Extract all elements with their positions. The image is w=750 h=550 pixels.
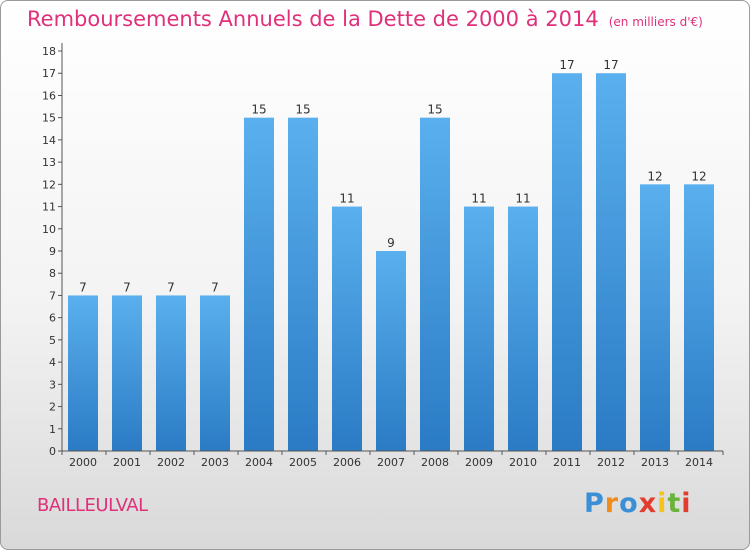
x-tick-label-2010: 2010 bbox=[509, 456, 537, 469]
logo-letter: t bbox=[667, 488, 682, 519]
bar-2010 bbox=[508, 206, 538, 451]
x-tick-label-2007: 2007 bbox=[377, 456, 405, 469]
bar-2002 bbox=[156, 295, 186, 451]
x-tick-label-2013: 2013 bbox=[641, 456, 669, 469]
bar-2005 bbox=[288, 117, 318, 452]
bar-2003 bbox=[200, 295, 230, 451]
commune-name: BAILLEULVAL bbox=[37, 495, 148, 516]
y-tick-label-16: 16 bbox=[42, 89, 56, 102]
bar-2008 bbox=[420, 117, 450, 452]
bar-2000 bbox=[68, 295, 98, 451]
x-tick-label-2002: 2002 bbox=[157, 456, 185, 469]
y-tick-label-9: 9 bbox=[49, 245, 56, 258]
bar-2014 bbox=[684, 184, 714, 452]
y-tick-label-11: 11 bbox=[42, 201, 56, 214]
y-tick-label-6: 6 bbox=[49, 312, 56, 325]
x-tick-label-2008: 2008 bbox=[421, 456, 449, 469]
bar-2012 bbox=[596, 73, 626, 451]
data-label-2007: 9 bbox=[387, 236, 395, 250]
data-label-2011: 17 bbox=[559, 58, 574, 72]
proxiti-logo: Proxiti bbox=[584, 488, 692, 522]
x-tick-label-2005: 2005 bbox=[289, 456, 317, 469]
logo-letter: i bbox=[681, 488, 692, 519]
chart-title-text: Remboursements Annuels de la Dette de 20… bbox=[27, 7, 599, 31]
bar-2006 bbox=[332, 206, 362, 451]
bar-2001 bbox=[112, 295, 142, 451]
data-label-2003: 7 bbox=[211, 280, 219, 294]
y-tick-label-15: 15 bbox=[42, 112, 56, 125]
y-tick-label-2: 2 bbox=[49, 401, 56, 414]
x-tick-label-2012: 2012 bbox=[597, 456, 625, 469]
y-tick-label-8: 8 bbox=[49, 267, 56, 280]
logo-letter: i bbox=[657, 488, 668, 519]
logo-letter: o bbox=[619, 488, 639, 519]
x-tick-label-2000: 2000 bbox=[69, 456, 97, 469]
y-tick-label-7: 7 bbox=[49, 289, 56, 302]
y-tick-label-1: 1 bbox=[49, 423, 56, 436]
x-tick-label-2003: 2003 bbox=[201, 456, 229, 469]
y-tick-label-5: 5 bbox=[49, 334, 56, 347]
data-label-2002: 7 bbox=[167, 280, 175, 294]
data-label-2005: 15 bbox=[295, 103, 310, 117]
x-tick-label-2014: 2014 bbox=[685, 456, 713, 469]
bar-2011 bbox=[552, 73, 582, 451]
data-label-2014: 12 bbox=[691, 169, 706, 183]
x-tick-label-2006: 2006 bbox=[333, 456, 361, 469]
x-tick-label-2011: 2011 bbox=[553, 456, 581, 469]
logo-letter: P bbox=[584, 488, 605, 519]
data-label-2009: 11 bbox=[471, 192, 486, 206]
bar-2007 bbox=[376, 251, 406, 451]
y-tick-label-14: 14 bbox=[42, 134, 56, 147]
x-tick-label-2001: 2001 bbox=[113, 456, 141, 469]
data-label-2012: 17 bbox=[603, 58, 618, 72]
data-label-2013: 12 bbox=[647, 169, 662, 183]
data-label-2001: 7 bbox=[123, 280, 131, 294]
y-tick-label-10: 10 bbox=[42, 223, 56, 236]
logo-letter: x bbox=[638, 488, 658, 519]
y-tick-label-3: 3 bbox=[49, 378, 56, 391]
data-label-2010: 11 bbox=[515, 192, 530, 206]
y-tick-label-17: 17 bbox=[42, 67, 56, 80]
bar-2013 bbox=[640, 184, 670, 452]
bar-2009 bbox=[464, 206, 494, 451]
data-label-2000: 7 bbox=[79, 280, 87, 294]
y-tick-label-18: 18 bbox=[42, 45, 56, 58]
data-label-2004: 15 bbox=[251, 103, 266, 117]
y-tick-label-4: 4 bbox=[49, 356, 56, 369]
bars-layer: 7 7 7 7 15 15 11 9 15 11 11 17 17 12 12 bbox=[68, 58, 714, 452]
x-tick-label-2004: 2004 bbox=[245, 456, 273, 469]
data-label-2008: 15 bbox=[427, 103, 442, 117]
x-tick-label-2009: 2009 bbox=[465, 456, 493, 469]
data-label-2006: 11 bbox=[339, 192, 354, 206]
logo-letter: r bbox=[604, 488, 620, 519]
y-tick-label-0: 0 bbox=[49, 445, 56, 458]
chart-title: Remboursements Annuels de la Dette de 20… bbox=[27, 7, 703, 31]
chart-unit-note: (en milliers d'€) bbox=[608, 15, 703, 29]
y-tick-label-12: 12 bbox=[42, 178, 56, 191]
y-tick-label-13: 13 bbox=[42, 156, 56, 169]
bar-2004 bbox=[244, 117, 274, 452]
